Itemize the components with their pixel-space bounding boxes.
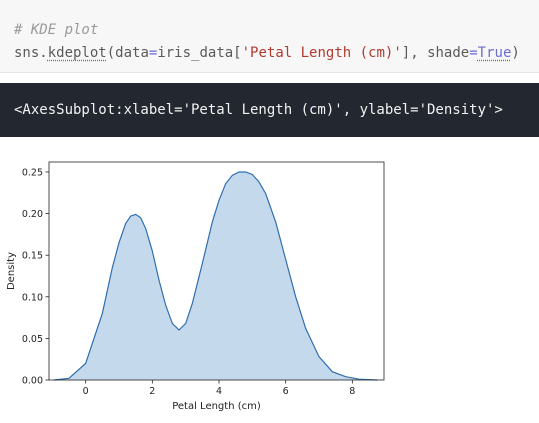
- y-tick-label: 0.10: [22, 292, 43, 303]
- kde-density-line: [53, 171, 378, 381]
- kde-fill-area: [54, 171, 378, 380]
- code-eq1: =: [148, 45, 158, 61]
- x-tick-label: 8: [349, 386, 355, 397]
- output-text: <AxesSubplot:xlabel='Petal Length (cm)',…: [14, 102, 503, 118]
- x-tick-label: 6: [283, 386, 289, 397]
- x-tick-label: 0: [83, 386, 89, 397]
- code-eq2: =: [469, 45, 478, 61]
- code-cell[interactable]: # KDE plot sns.kdeplot(data=iris_data['P…: [0, 0, 539, 73]
- plot-frame: [48, 161, 385, 381]
- code-arg1-close: ],: [401, 45, 428, 61]
- y-tick-label: 0.25: [22, 167, 43, 178]
- y-tick-label: 0.20: [22, 209, 43, 220]
- code-arg1-obj: iris_data[: [157, 45, 242, 61]
- kde-plot: 0 2 4 6 8 0.00 0.05 0.10 0.15 0.20 0.25 Petal Lengt…: [6, 161, 385, 412]
- output-repr: <AxesSubplot:xlabel='Petal Length (cm)',…: [0, 83, 539, 137]
- code-arg2-val: True: [477, 45, 512, 61]
- y-tick-label: 0.15: [22, 251, 43, 262]
- y-axis-label: Density: [6, 252, 17, 290]
- y-tick-label: 0.00: [22, 376, 43, 387]
- code-module: sns.: [14, 45, 48, 61]
- x-tick-label: 2: [149, 386, 155, 397]
- x-tick-label: 4: [216, 386, 222, 397]
- code-open-paren: (: [106, 45, 116, 61]
- code-func-name: kdeplot: [47, 45, 107, 61]
- code-comment: # KDE plot: [14, 22, 99, 38]
- code-arg1-name: data: [115, 45, 149, 61]
- code-arg1-str: 'Petal Length (cm)': [241, 45, 402, 61]
- code-arg2-name: shade: [427, 45, 470, 61]
- x-axis-label: Petal Length (cm): [172, 401, 261, 412]
- code-line: sns.kdeplot(data=iris_data['Petal Length…: [14, 45, 520, 61]
- code-close-paren: ): [511, 45, 520, 61]
- y-tick-label: 0.05: [22, 334, 43, 345]
